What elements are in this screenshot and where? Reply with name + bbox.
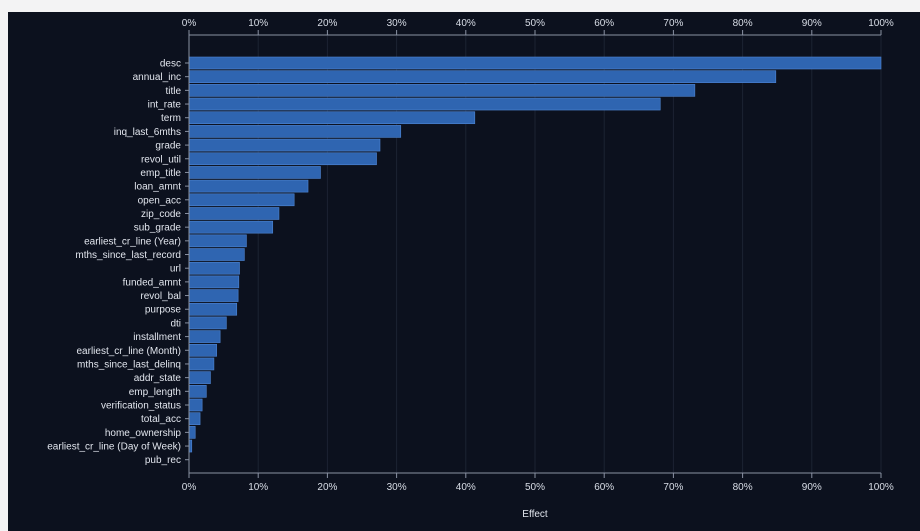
category-label-revol-bal: revol_bal (140, 291, 181, 302)
bottom-tick-label-8: 80% (733, 482, 753, 493)
top-tick-label-7: 70% (663, 18, 683, 29)
bars (188, 56, 882, 453)
bar-dti (188, 316, 227, 330)
category-label-dti: dti (170, 318, 181, 329)
category-label-sub-grade: sub_grade (134, 223, 182, 234)
bar-loan-amnt (188, 179, 309, 193)
category-label-revol-util: revol_util (141, 154, 181, 165)
top-tick-label-5: 50% (525, 18, 545, 29)
category-label-term: term (161, 113, 181, 124)
category-label-funded-amnt: funded_amnt (123, 277, 182, 288)
category-label-emp-length: emp_length (129, 387, 181, 398)
category-label-home-ownership: home_ownership (105, 428, 182, 439)
category-label-title: title (165, 86, 181, 97)
top-tick-label-3: 30% (387, 18, 407, 29)
bar-total-acc (188, 412, 201, 425)
bar-desc (188, 56, 882, 70)
bar-earliest-cr-line-year (188, 234, 247, 248)
category-label-pub-rec: pub_rec (145, 455, 181, 466)
bar-verification-status (188, 398, 203, 412)
category-label-inq-last-6mths: inq_last_6mths (114, 127, 181, 138)
bar-purpose (188, 302, 238, 316)
bar-grade (188, 138, 381, 152)
bottom-tick-label-5: 50% (525, 482, 545, 493)
bar-earliest-cr-line-month (188, 343, 217, 357)
bar-url (188, 261, 240, 275)
category-label-addr-state: addr_state (134, 373, 182, 384)
bar-addr-state (188, 371, 211, 384)
bar-int-rate (188, 97, 661, 111)
top-tick-label-8: 80% (733, 18, 753, 29)
category-label-installment: installment (133, 332, 181, 343)
category-label-mths-since-last-delinq: mths_since_last_delinq (77, 359, 181, 370)
bar-revol-bal (188, 289, 239, 302)
category-label-grade: grade (155, 141, 181, 152)
bottom-tick-label-4: 40% (456, 482, 476, 493)
bottom-tick-label-10: 100% (868, 482, 894, 493)
bottom-tick-label-3: 30% (387, 482, 407, 493)
top-tick-label-10: 100% (868, 18, 894, 29)
category-label-earliest-cr-line-month: earliest_cr_line (Month) (77, 346, 182, 357)
bar-sub-grade (188, 220, 274, 234)
category-label-total-acc: total_acc (141, 414, 181, 425)
category-label-emp-title: emp_title (140, 168, 181, 179)
bottom-tick-label-6: 60% (594, 482, 614, 493)
top-tick-label-4: 40% (456, 18, 476, 29)
bar-open-acc (188, 193, 295, 207)
category-label-annual-inc: annual_inc (133, 72, 181, 83)
bar-mths-since-last-record (188, 248, 245, 261)
bar-home-ownership (188, 426, 196, 439)
top-tick-label-1: 10% (248, 18, 268, 29)
category-label-purpose: purpose (145, 305, 182, 316)
bottom-tick-label-9: 90% (802, 482, 822, 493)
category-label-mths-since-last-record: mths_since_last_record (75, 250, 181, 261)
category-label-open-acc: open_acc (138, 195, 181, 206)
category-label-earliest-cr-line-day-of-week: earliest_cr_line (Day of Week) (47, 442, 181, 453)
bar-emp-length (188, 385, 207, 398)
bottom-tick-label-1: 10% (248, 482, 268, 493)
bar-funded-amnt (188, 275, 240, 289)
bottom-tick-label-0: 0% (182, 482, 197, 493)
top-tick-label-0: 0% (182, 18, 197, 29)
category-label-zip-code: zip_code (141, 209, 181, 220)
category-label-earliest-cr-line-year: earliest_cr_line (Year) (84, 236, 181, 247)
category-label-int-rate: int_rate (148, 100, 182, 111)
top-tick-label-9: 90% (802, 18, 822, 29)
bottom-tick-label-2: 20% (317, 482, 337, 493)
top-tick-label-2: 20% (317, 18, 337, 29)
category-label-verification-status: verification_status (101, 401, 181, 412)
bar-zip-code (188, 207, 280, 220)
bar-mths-since-last-delinq (188, 357, 215, 371)
top-tick-label-6: 60% (594, 18, 614, 29)
bar-inq-last-6mths (188, 125, 402, 138)
bar-title (188, 84, 696, 97)
category-label-loan-amnt: loan_amnt (134, 182, 181, 193)
category-label-url: url (170, 264, 181, 275)
bar-emp-title (188, 166, 321, 179)
category-label-desc: desc (160, 59, 181, 70)
bar-term (188, 111, 476, 125)
bottom-tick-label-7: 70% (663, 482, 683, 493)
axes: 0% 0% 10% 10% 20% 20% 30% 30% 40% 40% 50% 50% 60% 60%… (182, 18, 894, 493)
bar-revol-util (188, 152, 377, 166)
bar-annual-inc (188, 70, 777, 83)
x-axis-title: Effect (522, 509, 548, 520)
bar-installment (188, 330, 221, 343)
